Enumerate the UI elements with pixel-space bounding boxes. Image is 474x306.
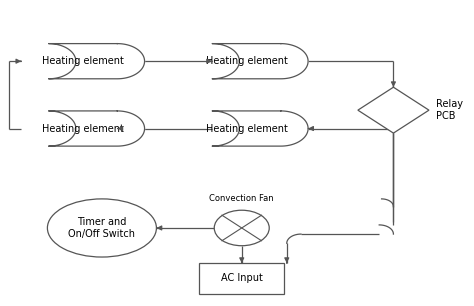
Text: Heating element: Heating element: [206, 124, 287, 133]
Text: Convection Fan: Convection Fan: [210, 194, 274, 203]
Text: AC Input: AC Input: [221, 274, 263, 283]
Polygon shape: [212, 44, 308, 79]
Bar: [199, 263, 284, 294]
Text: Timer and
On/Off Switch: Timer and On/Off Switch: [68, 217, 136, 239]
Polygon shape: [48, 44, 145, 79]
Polygon shape: [48, 111, 145, 146]
Text: Heating element: Heating element: [42, 56, 124, 66]
Circle shape: [214, 210, 269, 246]
Text: Heating element: Heating element: [206, 56, 287, 66]
Text: Relay
PCB: Relay PCB: [436, 99, 463, 121]
Polygon shape: [358, 87, 429, 133]
Ellipse shape: [47, 199, 156, 257]
Text: Heating element: Heating element: [42, 124, 124, 133]
Polygon shape: [212, 111, 308, 146]
